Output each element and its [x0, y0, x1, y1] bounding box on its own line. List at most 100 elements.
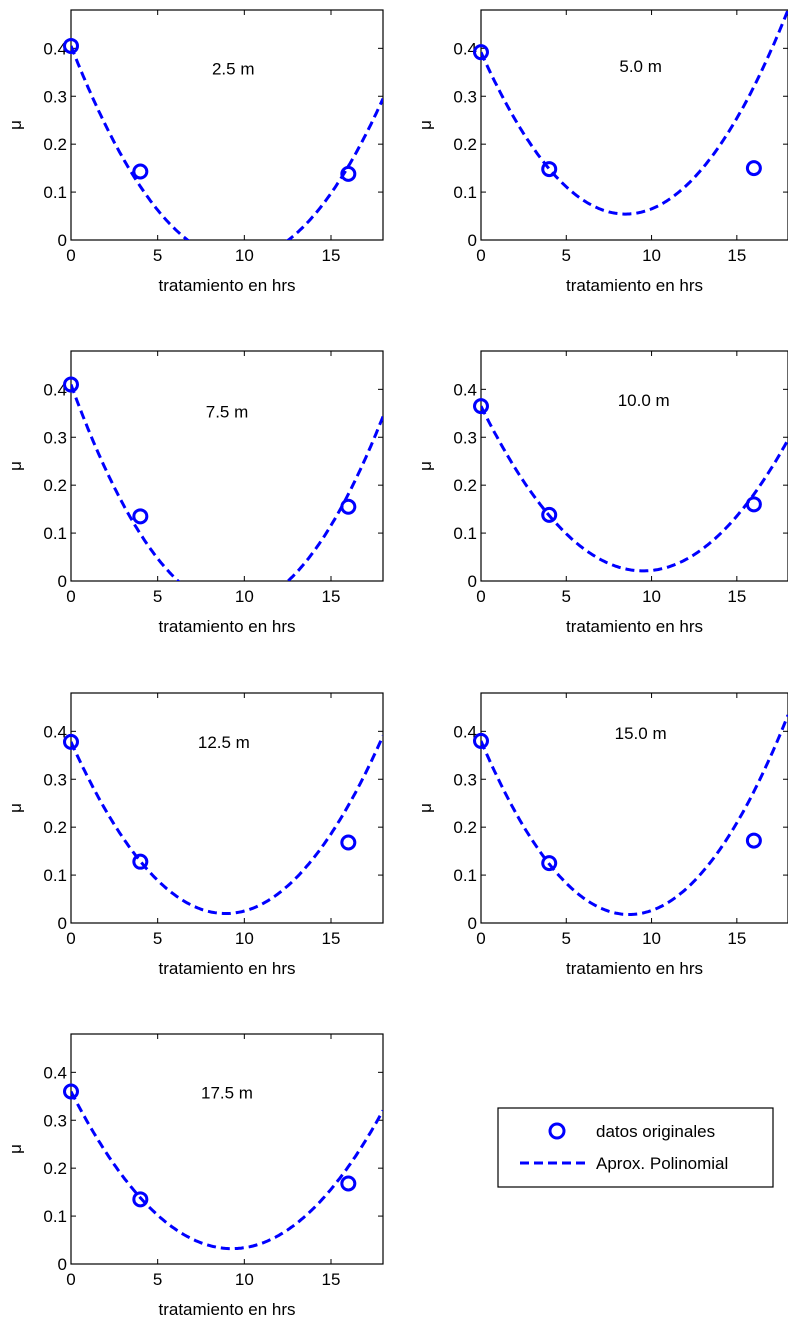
x-tick-label: 10 — [642, 929, 661, 948]
x-tick-label: 15 — [727, 929, 746, 948]
data-point-marker — [132, 508, 149, 525]
y-tick-label: 0 — [468, 572, 477, 591]
subplot-panel: 0 5 10 15 0 0.1 0.2 0.3 0.4 tratamiento en hrs μ 17… — [6, 1033, 384, 1319]
x-tick-label: 5 — [153, 587, 162, 606]
x-tick-label: 15 — [322, 587, 341, 606]
data-point-marker — [340, 834, 357, 851]
x-tick-label: 10 — [235, 587, 254, 606]
legend-label-aprox-polinomial: Aprox. Polinomial — [596, 1154, 728, 1173]
y-tick-label: 0.3 — [43, 770, 67, 789]
panel-title: 2.5 m — [212, 59, 255, 78]
y-tick-label: 0.2 — [43, 818, 67, 837]
y-axis-label: μ — [6, 803, 25, 813]
x-tick-label: 10 — [235, 929, 254, 948]
y-tick-label: 0.4 — [43, 1063, 67, 1082]
x-axis-label: tratamiento en hrs — [566, 276, 703, 295]
panel-title: 15.0 m — [615, 724, 667, 743]
y-tick-label: 0 — [58, 572, 67, 591]
x-tick-label: 15 — [322, 1270, 341, 1289]
x-tick-label: 15 — [322, 929, 341, 948]
x-tick-label: 5 — [153, 246, 162, 265]
y-tick-label: 0.1 — [43, 524, 67, 543]
axes-box — [70, 692, 384, 924]
y-tick-label: 0.2 — [453, 476, 477, 495]
data-point-marker — [745, 832, 762, 849]
y-tick-label: 0 — [58, 231, 67, 250]
y-axis-label: μ — [416, 803, 435, 813]
y-tick-label: 0.1 — [43, 866, 67, 885]
data-point-marker — [745, 496, 762, 513]
x-axis-label: tratamiento en hrs — [158, 276, 295, 295]
y-tick-label: 0 — [468, 914, 477, 933]
data-point-marker — [541, 506, 558, 523]
axes-box — [480, 692, 788, 924]
y-tick-label: 0.1 — [453, 524, 477, 543]
y-tick-label: 0.3 — [453, 87, 477, 106]
y-tick-label: 0.1 — [43, 183, 67, 202]
y-axis-label: μ — [416, 120, 435, 130]
y-tick-label: 0 — [468, 231, 477, 250]
x-tick-label: 10 — [235, 246, 254, 265]
y-tick-label: 0.4 — [43, 380, 67, 399]
y-axis-label: μ — [6, 461, 25, 471]
legend-box — [497, 1107, 774, 1188]
data-point-marker — [340, 498, 357, 515]
y-tick-label: 0.4 — [43, 722, 67, 741]
x-tick-label: 15 — [727, 246, 746, 265]
x-tick-label: 15 — [322, 246, 341, 265]
y-tick-label: 0.3 — [43, 87, 67, 106]
y-axis-label: μ — [416, 461, 435, 471]
polynomial-fit-line — [71, 1090, 383, 1251]
axes-box — [480, 350, 788, 582]
panel-title: 10.0 m — [618, 391, 670, 410]
y-tick-label: 0.3 — [453, 428, 477, 447]
polynomial-fit-line — [481, 10, 788, 216]
y-tick-label: 0.1 — [453, 183, 477, 202]
y-tick-label: 0.2 — [453, 818, 477, 837]
data-point-marker — [473, 732, 489, 749]
y-tick-label: 0.4 — [453, 39, 477, 58]
data-point-marker — [340, 165, 357, 182]
x-tick-label: 10 — [642, 587, 661, 606]
subplot-panel: 0 5 10 15 0 0.1 0.2 0.3 0.4 tratamiento en hrs μ 15… — [416, 692, 788, 978]
y-tick-label: 0.2 — [43, 1159, 67, 1178]
legend: datos originales Aprox. Polinomial — [497, 1107, 774, 1188]
x-tick-label: 15 — [727, 587, 746, 606]
y-tick-label: 0.1 — [43, 1207, 67, 1226]
subplot-grid: 0 5 10 15 0 0.1 0.2 0.3 0.4 tratamiento en hrs μ 2.… — [6, 9, 788, 1319]
data-point-marker — [63, 733, 79, 750]
polynomial-fit-line — [71, 383, 383, 581]
y-tick-label: 0.3 — [43, 428, 67, 447]
y-tick-label: 0.3 — [453, 770, 477, 789]
y-tick-label: 0.4 — [453, 722, 477, 741]
x-axis-label: tratamiento en hrs — [158, 959, 295, 978]
x-tick-label: 0 — [66, 587, 75, 606]
data-point-marker — [63, 1083, 79, 1100]
x-axis-label: tratamiento en hrs — [566, 617, 703, 636]
panel-title: 5.0 m — [619, 57, 662, 76]
data-point-marker — [132, 853, 149, 870]
y-tick-label: 0.2 — [43, 476, 67, 495]
x-axis-label: tratamiento en hrs — [158, 1300, 295, 1319]
y-axis-label: μ — [6, 1144, 25, 1154]
y-tick-label: 0.3 — [43, 1111, 67, 1130]
data-point-marker — [63, 37, 79, 54]
y-tick-label: 0 — [58, 914, 67, 933]
x-axis-label: tratamiento en hrs — [158, 617, 295, 636]
subplot-panel: 0 5 10 15 0 0.1 0.2 0.3 0.4 tratamiento en hrs μ 7.… — [6, 350, 384, 636]
axes-box — [480, 9, 788, 241]
data-point-marker — [541, 161, 558, 178]
subplot-panel: 0 5 10 15 0 0.1 0.2 0.3 0.4 tratamiento en hrs μ 2.… — [6, 9, 384, 295]
x-tick-label: 0 — [476, 587, 485, 606]
panel-title: 17.5 m — [201, 1083, 253, 1102]
axes-box — [70, 1033, 384, 1265]
x-tick-label: 10 — [642, 246, 661, 265]
x-tick-label: 0 — [66, 246, 75, 265]
x-tick-label: 10 — [235, 1270, 254, 1289]
x-tick-label: 5 — [562, 929, 571, 948]
y-tick-label: 0.2 — [453, 135, 477, 154]
subplot-panel: 0 5 10 15 0 0.1 0.2 0.3 0.4 tratamiento en hrs μ 10… — [416, 350, 788, 636]
legend-marker-icon — [548, 1122, 566, 1140]
data-point-marker — [132, 1191, 149, 1208]
